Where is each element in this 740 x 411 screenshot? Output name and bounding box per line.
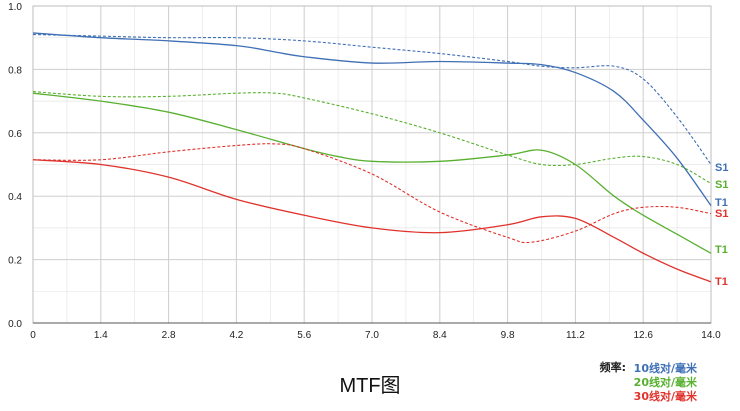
end-label: T1 <box>715 276 728 288</box>
x-tick-label: 4.2 <box>229 330 243 341</box>
x-tick-label: 5.6 <box>297 330 311 341</box>
end-label: S1 <box>715 179 728 191</box>
x-tick-label: 1.4 <box>94 330 108 341</box>
series-line-2 <box>32 32 712 207</box>
x-tick-label: 0 <box>30 330 36 341</box>
x-tick-label: 12.6 <box>633 330 653 341</box>
y-tick-label: 0.2 <box>8 256 22 267</box>
legend-item: 10线对/毫米 <box>634 361 698 375</box>
x-tick-label: 8.4 <box>433 330 447 341</box>
y-tick-label: 0.0 <box>8 319 22 330</box>
series-line-6 <box>32 159 712 283</box>
series-line-1 <box>32 33 712 165</box>
series-line-3 <box>32 91 712 184</box>
y-tick-label: 1.0 <box>8 2 22 13</box>
chart-series <box>32 32 712 283</box>
x-axis-ticks: 0 1.4 2.8 4.2 5.6 7.0 8.4 9.8 11.2 12.6 14.0 <box>30 330 721 341</box>
legend-heading: 频率: <box>600 360 626 374</box>
series-line-5 <box>32 143 712 244</box>
x-tick-label: 11.2 <box>566 330 585 341</box>
y-tick-label: 0.4 <box>8 192 22 203</box>
x-tick-label: 7.0 <box>365 330 379 341</box>
series-line-4 <box>32 92 712 254</box>
chart-grid <box>32 5 712 324</box>
y-tick-label: 0.6 <box>8 129 22 140</box>
chart-axes <box>32 5 712 324</box>
x-tick-label: 2.8 <box>162 330 176 341</box>
x-tick-label: 9.8 <box>501 330 515 341</box>
end-label: T1 <box>715 244 728 256</box>
legend-item: 30线对/毫米 <box>634 389 698 403</box>
end-label: S1 <box>715 208 728 220</box>
end-label: S1 <box>715 162 728 174</box>
y-axis-ticks: 0.0 0.2 0.4 0.6 0.8 1.0 <box>8 2 22 330</box>
x-tick-label: 14.0 <box>701 330 721 341</box>
legend-item: 20线对/毫米 <box>634 375 698 389</box>
chart-title: MTF图 <box>339 375 400 397</box>
end-label: T1 <box>715 197 728 209</box>
y-tick-label: 0.8 <box>8 65 22 76</box>
